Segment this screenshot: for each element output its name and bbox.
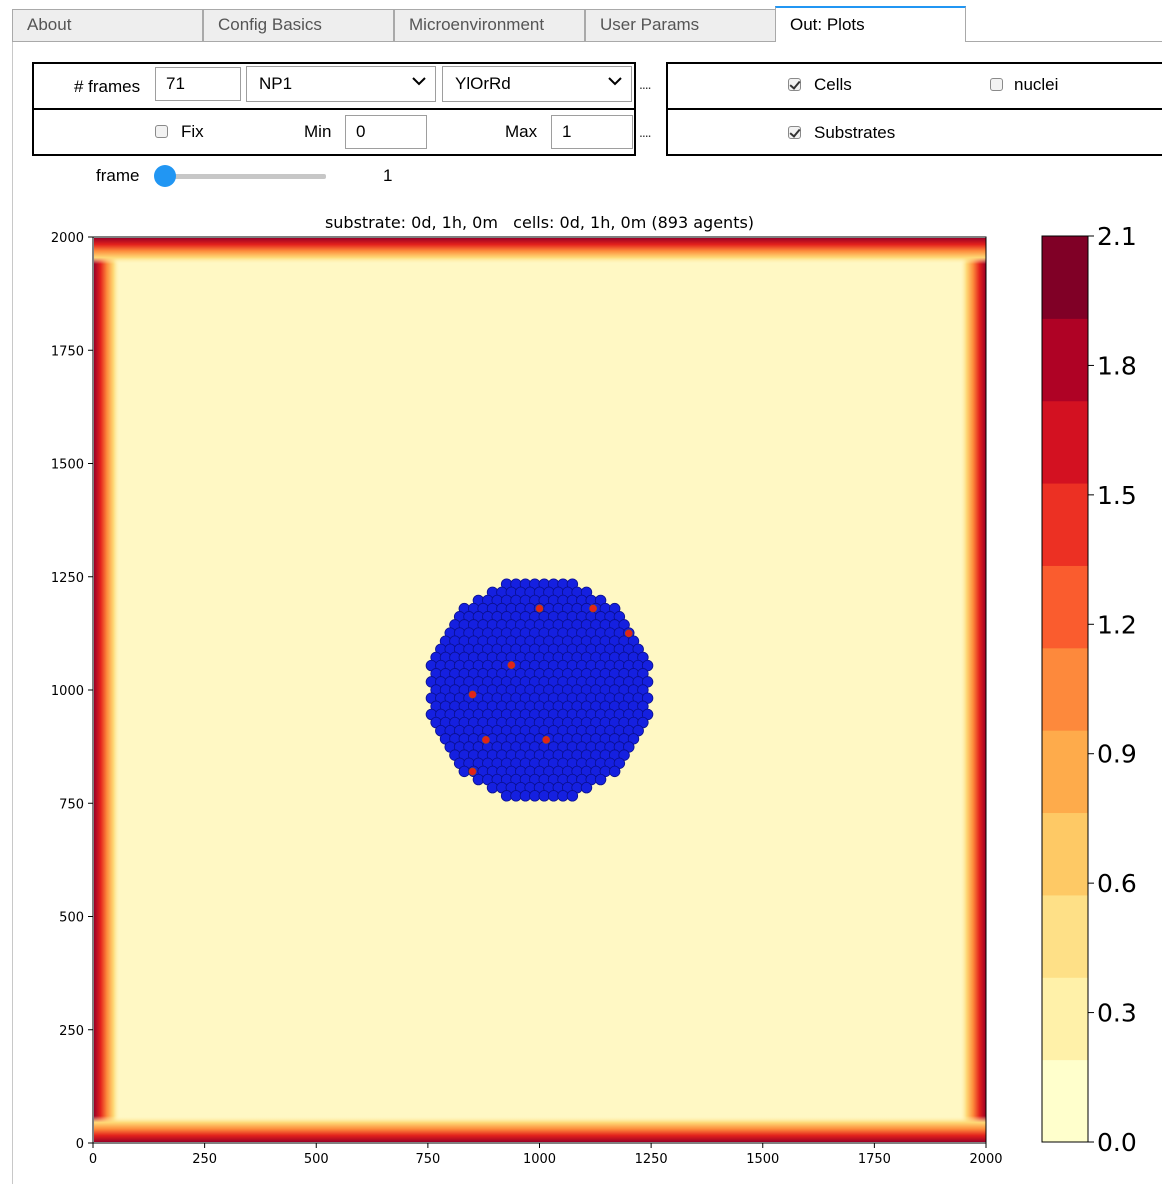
colorbar-tick-label: 1.2	[1097, 610, 1137, 639]
frames-label: # frames	[74, 77, 141, 96]
nuclei-checkbox[interactable]	[990, 78, 1003, 91]
cell	[566, 790, 579, 802]
substrate-select[interactable]: NP1	[246, 66, 436, 102]
y-tick-label: 2000	[51, 231, 84, 246]
cell-highlighted	[542, 735, 551, 744]
y-tick-label: 1000	[51, 684, 84, 699]
x-tick-label: 750	[415, 1152, 440, 1167]
colorbar-segment	[1042, 812, 1088, 896]
field-edge-bottom	[94, 1116, 986, 1142]
colorbar-frame	[1041, 235, 1089, 1143]
colorbar-tick-label: 0.9	[1097, 740, 1137, 769]
x-tick-label: 500	[304, 1152, 329, 1167]
colorbar-segment	[1042, 318, 1088, 402]
cell-highlighted	[482, 735, 490, 744]
substrates-option-box: Substrates	[666, 108, 1162, 156]
colorbar-tick-label: 0.0	[1097, 1128, 1137, 1157]
y-axis: 0 250 500 750 1000 1250 1500 1750 2000	[51, 231, 93, 1152]
max-label: Max	[505, 122, 538, 141]
colorbar: 0.0 0.3 0.6 0.9 1.2 1.5 1.8 2.1	[1041, 222, 1137, 1157]
frame-slider-value: 1	[383, 166, 393, 185]
y-tick-label: 1750	[51, 344, 84, 359]
chevron-down-icon	[412, 77, 426, 86]
cell-highlighted	[507, 661, 516, 669]
colorbar-segment	[1042, 483, 1088, 566]
field-edge-right	[960, 238, 986, 1142]
cell-highlighted	[468, 767, 477, 776]
colorbar-tick-label: 1.5	[1097, 481, 1137, 510]
cells-checkbox[interactable]	[788, 78, 801, 91]
min-input[interactable]: 0	[345, 115, 427, 149]
tab-microenvironment[interactable]: Microenvironment	[394, 9, 585, 41]
tab-out-plots[interactable]: Out: Plots	[775, 6, 966, 42]
tab-bar: About Config Basics Microenvironment Use…	[12, 6, 1162, 42]
colorbar-tick-label: 0.6	[1097, 869, 1137, 898]
cell-highlighted	[624, 629, 633, 638]
colormap-select-value: YlOrRd	[455, 74, 511, 93]
field-edge-top	[94, 238, 986, 264]
frame-slider-label: frame	[96, 166, 140, 185]
frame-slider-track[interactable]	[165, 174, 326, 179]
tab-about[interactable]: About	[12, 9, 203, 41]
chevron-down-icon	[608, 77, 622, 86]
colorbar-segment	[1042, 1059, 1088, 1143]
substrate-select-value: NP1	[259, 74, 293, 93]
y-tick-label: 0	[76, 1137, 84, 1152]
x-tick-label: 2000	[969, 1152, 1002, 1167]
cell	[580, 781, 593, 794]
x-tick-label: 1500	[746, 1152, 779, 1167]
tab-config-basics[interactable]: Config Basics	[203, 9, 394, 41]
substrates-label: Substrates	[814, 123, 896, 142]
colorbar-segment	[1042, 565, 1088, 649]
frame-slider-handle[interactable]	[154, 165, 176, 187]
colorbar-segment	[1042, 977, 1088, 1061]
x-tick-label: 1250	[635, 1152, 668, 1167]
cells-label: Cells	[814, 75, 852, 94]
x-tick-label: 1750	[858, 1152, 891, 1167]
separator-dots: ....	[639, 76, 652, 92]
fix-range-box: Fix Min 0 Max 1	[32, 108, 636, 156]
x-tick-label: 1000	[523, 1152, 556, 1167]
x-tick-label: 0	[89, 1152, 97, 1167]
nuclei-label: nuclei	[1014, 75, 1059, 94]
x-tick-label: 250	[192, 1152, 217, 1167]
y-tick-label: 750	[59, 797, 84, 812]
field-edge-left	[94, 238, 120, 1142]
y-tick-label: 1500	[51, 458, 84, 473]
y-tick-label: 1250	[51, 571, 84, 586]
colorbar-segment	[1042, 894, 1088, 978]
plot-title: substrate: 0d, 1h, 0m cells: 0d, 1h, 0m …	[324, 213, 755, 232]
y-tick-label: 250	[59, 1024, 84, 1039]
colorbar-segment	[1042, 730, 1088, 814]
cell-highlighted	[535, 604, 544, 613]
colorbar-segment	[1042, 647, 1088, 731]
colorbar-tick-label: 0.3	[1097, 999, 1137, 1028]
fix-checkbox[interactable]	[155, 125, 168, 138]
frames-input[interactable]: 71	[155, 67, 241, 101]
cell	[609, 765, 621, 778]
fix-label: Fix	[181, 122, 204, 141]
frames-colormap-box: # frames 71 NP1 YlOrRd	[32, 62, 636, 110]
colorbar-segment	[1042, 236, 1088, 319]
colorbar-tick-label: 2.1	[1097, 222, 1137, 251]
tab-user-params[interactable]: User Params	[585, 9, 776, 41]
cell	[594, 773, 607, 786]
cell-cluster	[425, 578, 654, 802]
colormap-select[interactable]: YlOrRd	[442, 66, 632, 102]
min-label: Min	[304, 122, 332, 141]
max-input[interactable]: 1	[551, 115, 633, 149]
y-tick-label: 500	[59, 911, 84, 926]
left-rule	[12, 40, 13, 1184]
substrates-checkbox[interactable]	[788, 126, 801, 139]
separator-dots: ....	[639, 124, 652, 140]
colorbar-segment	[1042, 400, 1088, 484]
cell-highlighted	[589, 604, 597, 613]
colorbar-tick-label: 1.8	[1097, 351, 1137, 380]
x-axis: 0 250 500 750 1000 1250 1500 1750 2000	[89, 1143, 1003, 1167]
cell-highlighted	[468, 690, 477, 699]
